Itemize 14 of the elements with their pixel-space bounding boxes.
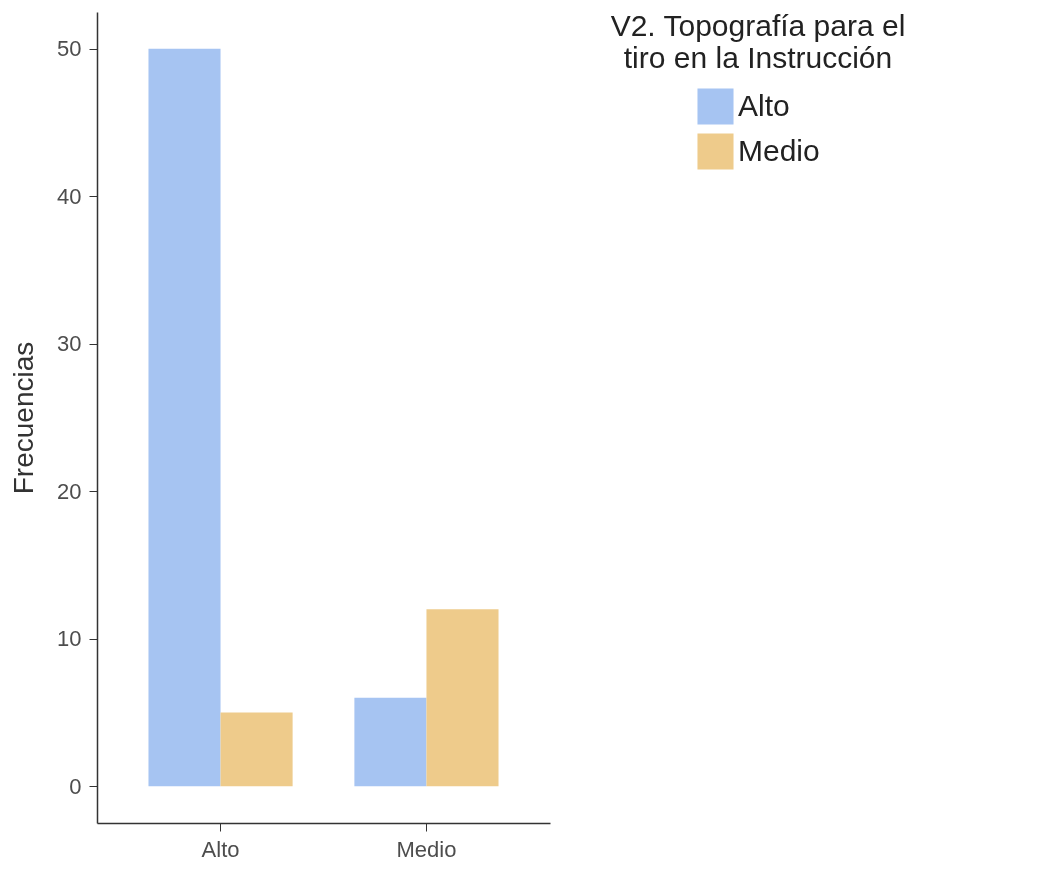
y-tick-label: 10	[57, 626, 82, 652]
bar	[148, 48, 221, 787]
legend-label: Medio	[738, 133, 820, 167]
bar	[220, 712, 293, 787]
legend-label: Alto	[738, 88, 790, 122]
bar	[354, 697, 427, 787]
y-axis-title: Frecuencias	[8, 341, 40, 495]
y-tick-label: 30	[57, 331, 82, 357]
y-tick-label: 50	[57, 36, 82, 62]
y-tick-label: 20	[57, 478, 82, 504]
y-tick-label: 0	[69, 773, 82, 799]
legend-title: V2. Topografía para el tiro en la Instrucción	[610, 9, 906, 74]
bar	[426, 609, 499, 787]
y-tick-label: 40	[57, 183, 82, 209]
